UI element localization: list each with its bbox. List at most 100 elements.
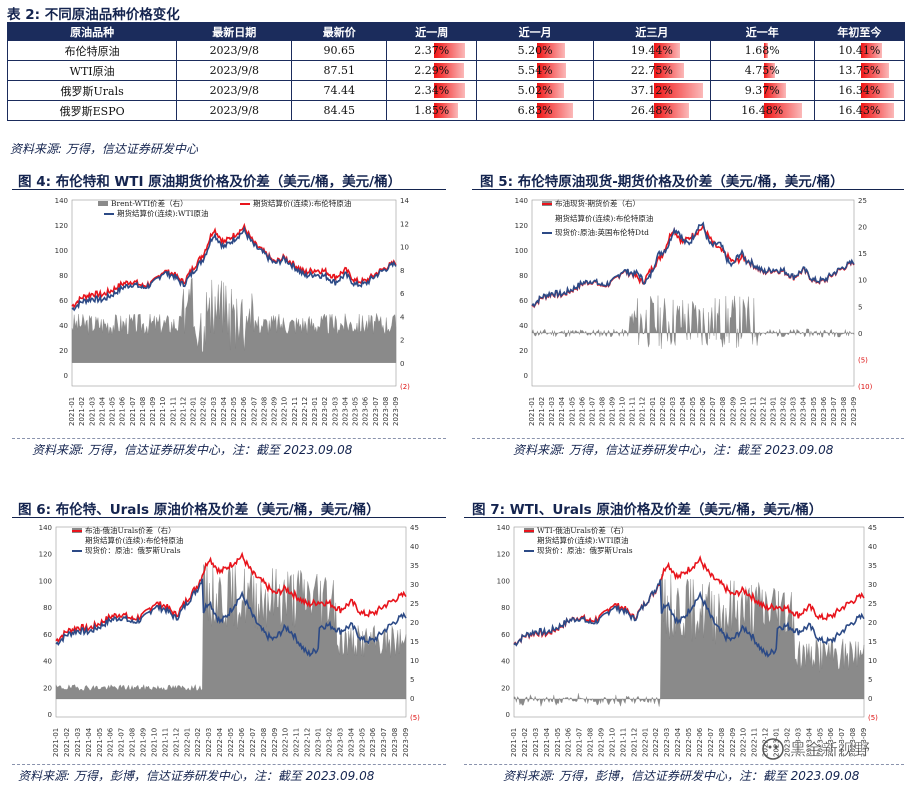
- chart6-source: 资料来源: 万得，彭博，信达证券研发中心，注：截至 2023.09.08: [18, 769, 375, 783]
- change-cell: 16.34%: [813, 80, 906, 101]
- x-tick: 2023-06: [820, 396, 828, 426]
- x-tick: 2022-09: [271, 397, 279, 426]
- table-header: 最新日期: [176, 22, 293, 41]
- x-tick: 2021-08: [598, 397, 606, 426]
- y-left-tick: 20: [43, 684, 52, 692]
- y-right-tick: 35: [410, 562, 419, 570]
- x-tick: 2023-06: [369, 727, 377, 757]
- x-tick: 2021-10: [608, 728, 616, 757]
- change-bar: [433, 43, 466, 58]
- table-cell: 87.51: [291, 60, 388, 81]
- x-tick: 2022-12: [301, 397, 309, 426]
- change-bar: [764, 103, 803, 118]
- x-tick: 2021-09: [609, 397, 617, 426]
- x-tick: 2023-07: [830, 397, 838, 426]
- x-tick: 2022-04: [220, 396, 228, 426]
- x-tick: 2023-02: [321, 397, 329, 426]
- x-tick: 2021-05: [568, 397, 576, 426]
- x-tick: 2022-01: [641, 728, 649, 757]
- x-tick: 2022-05: [230, 397, 238, 426]
- y-left-tick: 20: [519, 347, 528, 355]
- table-caption: 表 2: 不同原油品种价格变化: [7, 7, 180, 23]
- y-left-tick: 120: [515, 222, 528, 230]
- x-tick: 2022-03: [669, 397, 677, 426]
- y-right-tick: 5: [410, 676, 414, 684]
- change-cell: 5.54%: [476, 60, 594, 81]
- x-tick: 2022-04: [674, 727, 682, 757]
- y-left-tick: 40: [501, 658, 510, 666]
- x-tick: 2022-07: [707, 728, 715, 757]
- x-tick: 2021-01: [68, 397, 76, 426]
- x-tick: 2021-03: [88, 397, 96, 426]
- y-left-tick: 120: [39, 551, 52, 559]
- brand-name: 黑金新视野: [790, 740, 870, 759]
- x-tick: 2023-03: [331, 397, 339, 426]
- table-cell: WTI原油: [6, 60, 178, 81]
- table-cell: 74.44: [291, 80, 388, 101]
- y-left-tick: 0: [506, 711, 510, 719]
- x-tick: 2022-03: [210, 397, 218, 426]
- x-tick: 2023-08: [840, 397, 848, 426]
- x-tick: 2022-04: [216, 727, 224, 757]
- y-left-tick: 60: [43, 631, 52, 639]
- change-cell: 19.44%: [592, 40, 711, 61]
- y-right-tick: (5): [868, 714, 878, 722]
- x-tick: 2021-05: [554, 728, 562, 757]
- series-line-blue: [513, 579, 865, 658]
- chart6-caption: 图 6: 布伦特、Urals 原油价格及价差（美元/桶，美元/桶）: [18, 502, 380, 518]
- legend-item: 期货结算价(连续):布伦特原油: [555, 213, 653, 223]
- change-bar: [861, 63, 889, 78]
- change-bar: [537, 63, 567, 78]
- y-right-tick: 2: [400, 337, 404, 345]
- x-tick: 2022-08: [718, 728, 726, 757]
- x-tick: 2023-02: [783, 728, 791, 757]
- y-left-tick: 120: [55, 222, 68, 230]
- y-left-tick: 80: [43, 604, 52, 612]
- table-row: WTI原油 2023/9/8 87.51 2.29% 5.54% 22.75% 4.75% 1…: [6, 60, 906, 81]
- table-row: 布伦特原油 2023/9/8 90.65 2.37% 5.20% 19.44% 1.68% 1…: [6, 40, 906, 61]
- y-left-tick: 100: [497, 577, 510, 585]
- x-tick: 2021-10: [619, 397, 627, 426]
- change-cell: 16.48%: [709, 100, 815, 121]
- x-tick: 2021-11: [629, 397, 637, 426]
- x-tick: 2021-02: [63, 728, 71, 757]
- change-bar: [433, 63, 465, 78]
- y-left-tick: 60: [501, 631, 510, 639]
- y-right-tick: 5: [858, 303, 862, 311]
- y-right-tick: 10: [868, 657, 877, 665]
- x-tick: 2021-12: [639, 397, 647, 426]
- table-cell: 2023/9/8: [176, 100, 293, 121]
- x-tick: 2022-10: [282, 728, 290, 757]
- x-tick: 2022-08: [260, 397, 268, 426]
- chart5-source: 资料来源: 万得，信达证券研发中心，注：截至 2023.09.08: [513, 443, 834, 457]
- x-tick: 2022-02: [200, 397, 208, 426]
- change-bar: [654, 63, 684, 78]
- x-tick: 2022-11: [293, 728, 301, 757]
- y-left-tick: 40: [59, 322, 68, 330]
- y-right-tick: 40: [868, 543, 877, 551]
- legend-item: Brent-WTI价差（右）: [111, 198, 188, 208]
- change-cell: 9.37%: [709, 80, 815, 101]
- x-tick: 2021-06: [578, 396, 586, 426]
- x-tick: 2022-02: [659, 397, 667, 426]
- legend-item: 期货结算价(连续):布伦特原油: [85, 535, 183, 545]
- x-tick: 2021-03: [532, 728, 540, 757]
- y-right-tick: 15: [410, 638, 419, 646]
- x-tick: 2023-04: [341, 396, 349, 426]
- x-tick: 2021-12: [172, 728, 180, 757]
- y-left-tick: 40: [519, 322, 528, 330]
- spread-area: [71, 277, 397, 363]
- x-tick: 2022-04: [679, 396, 687, 426]
- y-right-tick: 20: [858, 224, 867, 232]
- y-right-tick: 0: [858, 330, 862, 338]
- change-bar: [537, 103, 573, 118]
- change-cell: 16.43%: [813, 100, 906, 121]
- table-header: 近一年: [709, 22, 815, 41]
- y-left-tick: 0: [524, 372, 528, 380]
- x-tick: 2021-02: [521, 728, 529, 757]
- chart5-caption: 图 5: 布伦特原油现货-期货价格及价差（美元/桶，美元/桶）: [480, 174, 844, 190]
- x-tick: 2023-05: [352, 397, 360, 426]
- x-tick: 2021-04: [543, 727, 551, 757]
- y-right-tick: 25: [868, 600, 877, 608]
- y-right-tick: (5): [858, 356, 868, 364]
